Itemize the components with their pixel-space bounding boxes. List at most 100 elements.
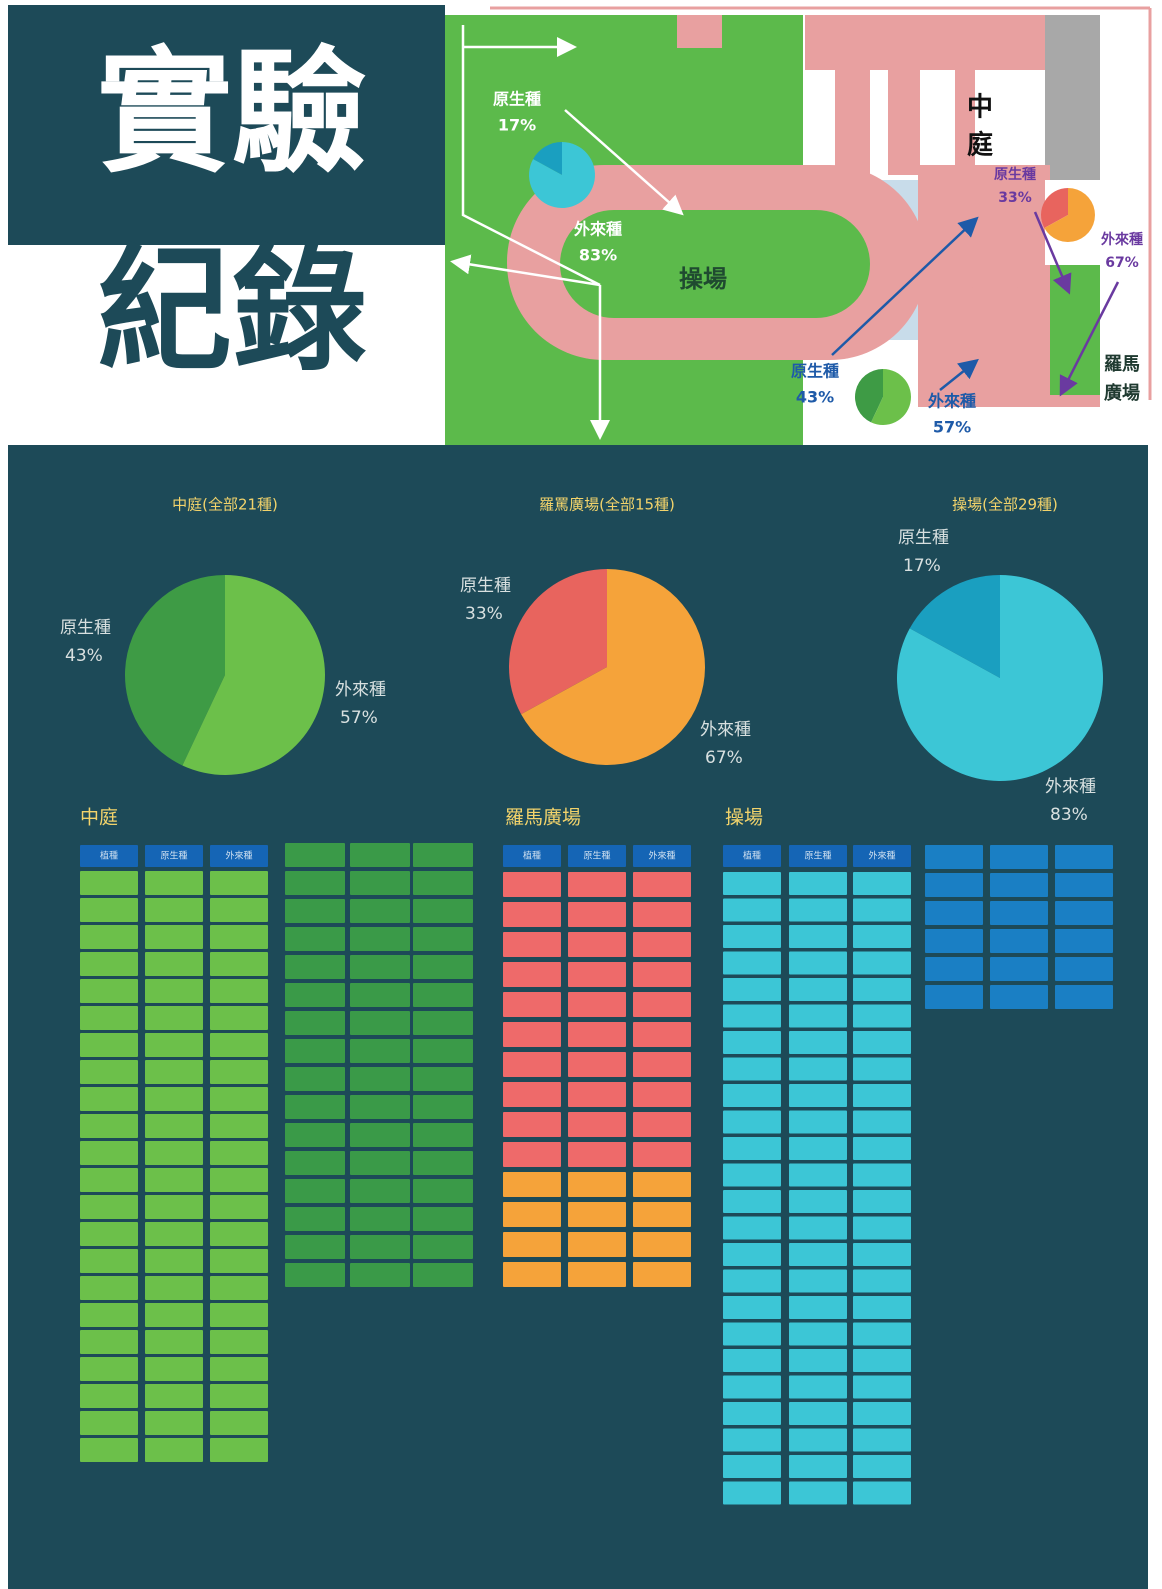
table-cell bbox=[1055, 929, 1113, 953]
table-cell bbox=[503, 902, 561, 927]
table-cell bbox=[145, 1087, 203, 1111]
table-cell bbox=[990, 901, 1048, 925]
table-cell bbox=[413, 927, 473, 951]
table-cell bbox=[145, 1033, 203, 1057]
table-cell bbox=[789, 845, 847, 867]
table-cell bbox=[853, 1057, 911, 1081]
table-cell bbox=[413, 1179, 473, 1203]
table-cell bbox=[210, 898, 268, 922]
table-cell bbox=[789, 872, 847, 895]
table-cell bbox=[145, 1384, 203, 1408]
table-cell bbox=[789, 978, 847, 1001]
table-cell bbox=[285, 1207, 345, 1231]
pie-label: 原生種 bbox=[898, 528, 949, 548]
table-cell bbox=[285, 1235, 345, 1259]
table-cell bbox=[80, 1438, 138, 1462]
table-cell bbox=[723, 1402, 781, 1425]
table-header: 外來種 bbox=[648, 850, 675, 862]
table-cell bbox=[503, 872, 561, 897]
table-cell bbox=[145, 1330, 203, 1354]
table-cell bbox=[80, 925, 138, 949]
table-cell bbox=[285, 1095, 345, 1119]
table-cell bbox=[503, 1142, 561, 1167]
table-cell bbox=[568, 1202, 626, 1227]
table-cell bbox=[723, 1137, 781, 1160]
table-cell bbox=[568, 1052, 626, 1077]
table-cell bbox=[990, 873, 1048, 897]
table-cell bbox=[413, 1011, 473, 1035]
pie-value: 67% bbox=[705, 748, 743, 768]
table-header: 植種 bbox=[743, 850, 761, 862]
table-cell bbox=[285, 899, 345, 923]
map-pie-value: 57% bbox=[933, 418, 971, 437]
table-cell bbox=[789, 951, 847, 975]
map-pie-label: 原生種 bbox=[493, 90, 541, 109]
table-cell bbox=[145, 1006, 203, 1030]
pie-slice bbox=[533, 142, 562, 175]
table-cell bbox=[210, 1006, 268, 1030]
table-cell bbox=[853, 1296, 911, 1319]
table-cell bbox=[853, 925, 911, 948]
table-cell bbox=[413, 955, 473, 979]
table-cell bbox=[568, 1232, 626, 1257]
table-cell bbox=[723, 1110, 781, 1134]
table-cell bbox=[723, 1455, 781, 1478]
table-cell bbox=[80, 1303, 138, 1327]
table-cell bbox=[723, 1322, 781, 1346]
table-cell bbox=[145, 1438, 203, 1462]
table-cell bbox=[80, 1114, 138, 1138]
table-cell bbox=[568, 1172, 626, 1197]
table-cell bbox=[285, 1179, 345, 1203]
table-cell bbox=[80, 1330, 138, 1354]
pie-slice bbox=[909, 575, 1000, 678]
table-cell bbox=[210, 1303, 268, 1327]
pie-slice bbox=[1044, 188, 1095, 243]
table-cell bbox=[80, 1384, 138, 1408]
table-cell bbox=[80, 979, 138, 1003]
table-cell bbox=[789, 925, 847, 948]
table-cell bbox=[925, 985, 983, 1009]
pie-value: 43% bbox=[65, 646, 103, 666]
table-cell bbox=[723, 1031, 781, 1054]
map-place: 中 bbox=[967, 93, 993, 123]
title-line: 紀錄 bbox=[97, 232, 367, 389]
table-cell bbox=[853, 1137, 911, 1160]
pie-slice bbox=[871, 369, 912, 426]
table-cell bbox=[145, 1114, 203, 1138]
map-place: 庭 bbox=[967, 130, 993, 161]
table-cell bbox=[503, 962, 561, 987]
table-cell bbox=[285, 983, 345, 1007]
table-cell bbox=[413, 843, 473, 867]
table-cell bbox=[633, 1172, 691, 1197]
table-cell bbox=[853, 1322, 911, 1346]
pie-label: 外來種 bbox=[335, 680, 386, 700]
table-cell bbox=[145, 952, 203, 976]
table-cell bbox=[503, 1052, 561, 1077]
table-cell bbox=[145, 1168, 203, 1192]
table-cell bbox=[633, 1112, 691, 1137]
table-cell bbox=[723, 1481, 781, 1505]
table-cell bbox=[80, 1249, 138, 1273]
table-cell bbox=[853, 1031, 911, 1054]
table-cell bbox=[789, 1216, 847, 1240]
table-cell bbox=[145, 1357, 203, 1381]
table-cell bbox=[723, 1296, 781, 1319]
table-cell bbox=[633, 962, 691, 987]
table-cell bbox=[853, 1004, 911, 1028]
table-cell bbox=[413, 1123, 473, 1147]
table-cell bbox=[210, 1033, 268, 1057]
table-cell bbox=[503, 845, 561, 867]
table-cell bbox=[789, 1084, 847, 1107]
table-cell bbox=[350, 1123, 410, 1147]
table-cell bbox=[350, 927, 410, 951]
table-cell bbox=[145, 1303, 203, 1327]
table-cell bbox=[925, 929, 983, 953]
table-cell bbox=[285, 955, 345, 979]
pie-slice bbox=[508, 569, 607, 715]
table-cell bbox=[568, 872, 626, 897]
table-cell bbox=[210, 1222, 268, 1246]
table-cell bbox=[210, 845, 268, 867]
pie-slice bbox=[529, 142, 596, 209]
chart-title: 操場(全部29種) bbox=[952, 496, 1058, 514]
map-pie-label: 外來種 bbox=[573, 220, 622, 239]
